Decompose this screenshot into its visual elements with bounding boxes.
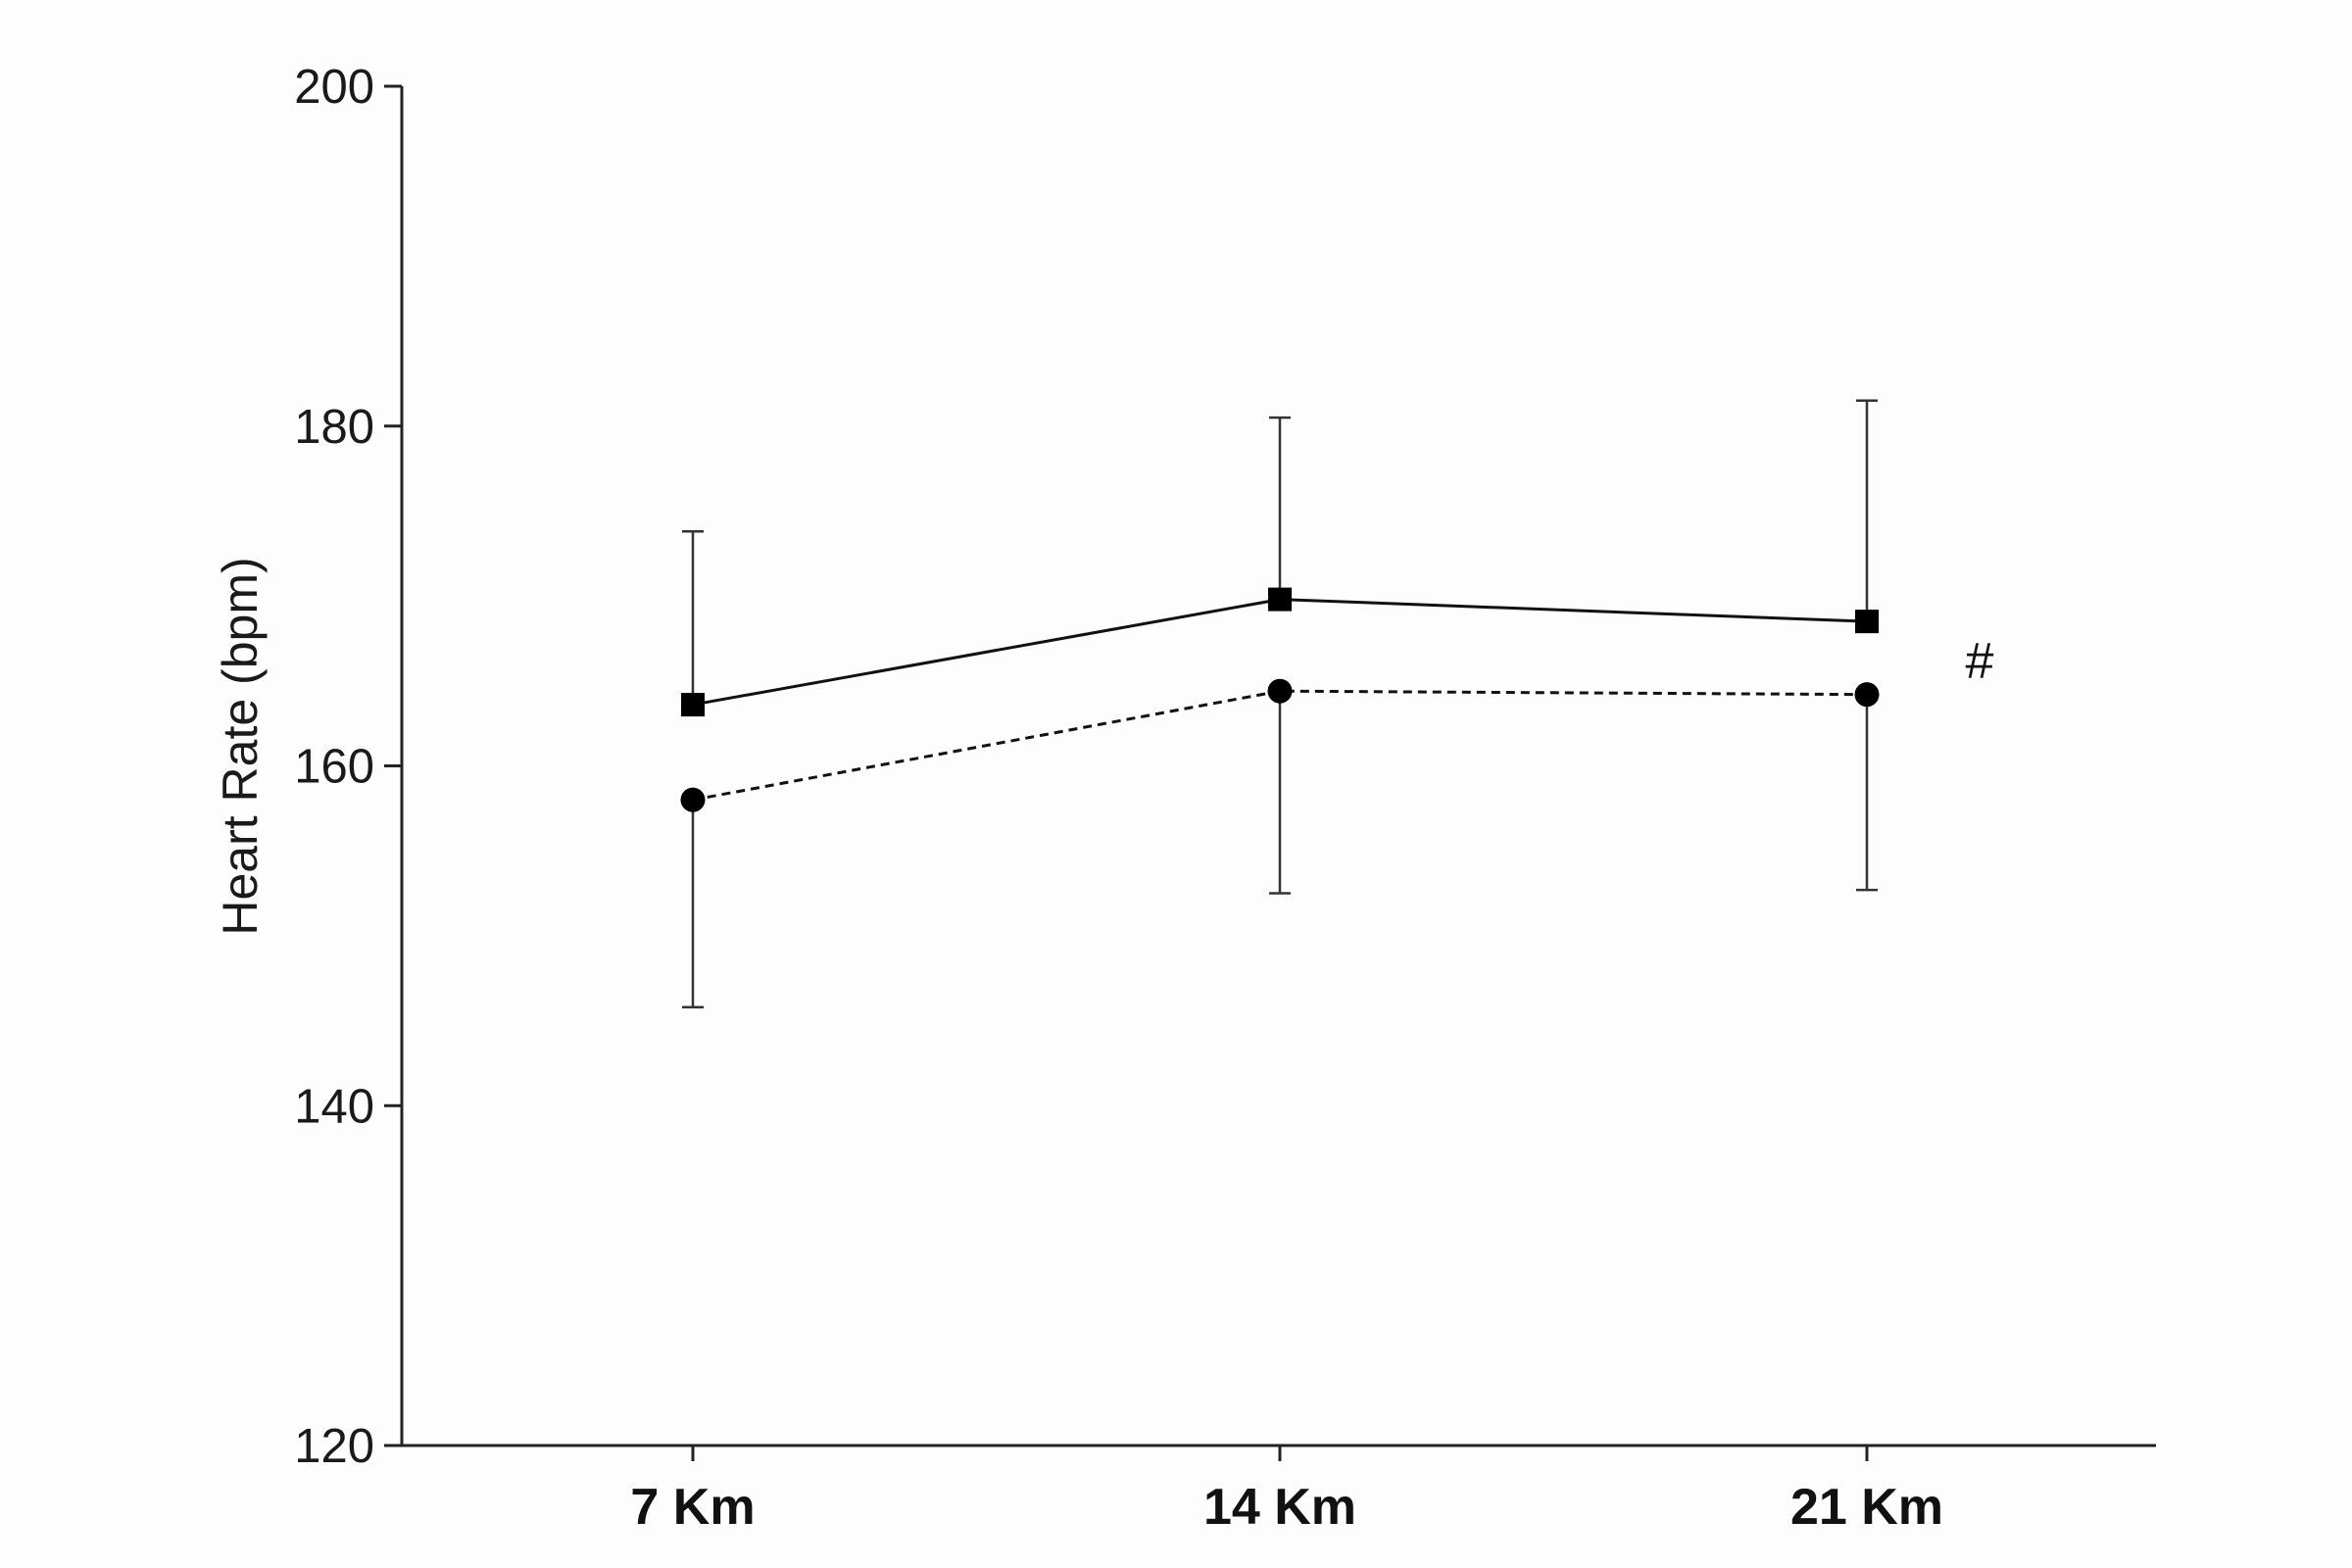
y-axis-title: Heart Rate (bpm) <box>213 557 268 935</box>
error-bars <box>682 399 1878 1008</box>
series-line-2 <box>692 689 1868 802</box>
annotations: # <box>1966 633 1994 690</box>
data-point-square <box>1855 610 1879 634</box>
y-tick-label: 120 <box>294 1420 374 1473</box>
x-tick-label: 14 Km <box>1203 1479 1356 1536</box>
x-axis-ticks: 7 Km 14 Km 21 Km <box>630 1446 1943 1536</box>
x-tick-label: 7 Km <box>630 1479 755 1536</box>
significance-annotation: # <box>1966 633 1994 690</box>
data-point-circle <box>1267 678 1293 704</box>
data-point-square <box>681 693 705 717</box>
data-point-square <box>1268 587 1292 612</box>
series-markers <box>680 587 1880 812</box>
y-tick-label: 200 <box>294 61 374 114</box>
y-tick-label: 160 <box>294 741 374 794</box>
data-point-circle <box>680 787 706 812</box>
x-tick-label: 21 Km <box>1790 1479 1943 1536</box>
data-point-circle <box>1854 682 1880 708</box>
y-axis-ticks: 120 140 160 180 200 <box>294 61 402 1473</box>
y-tick-label: 180 <box>294 401 374 454</box>
y-tick-label: 140 <box>294 1080 374 1133</box>
